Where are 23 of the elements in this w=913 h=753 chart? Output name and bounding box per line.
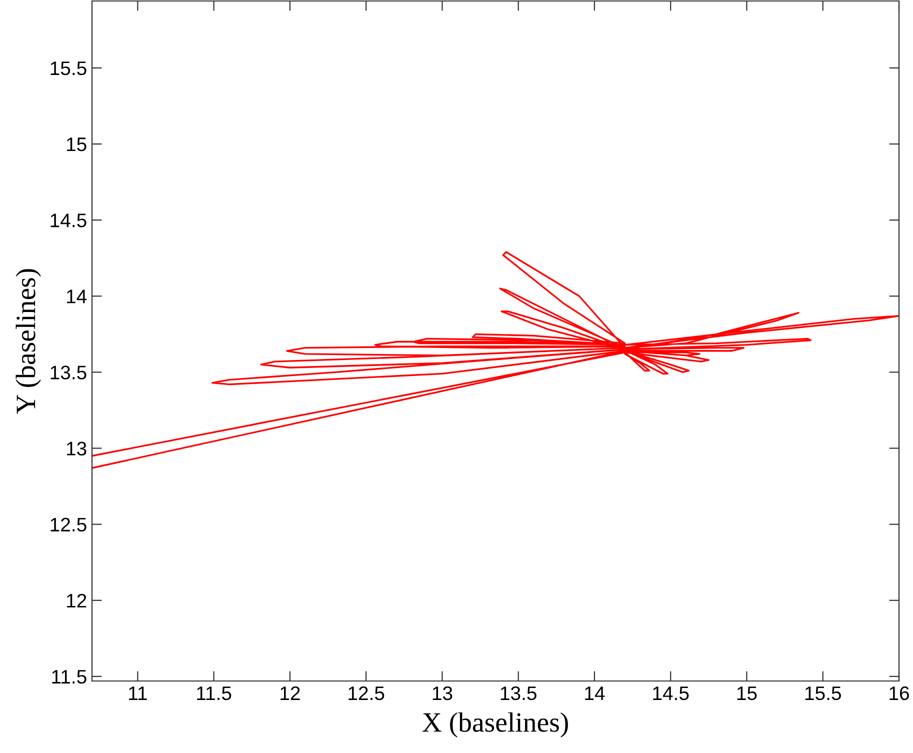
x-tick-label: 13.5 (500, 686, 536, 700)
x-tick-label: 13 (432, 686, 452, 700)
x-tick-label: 16 (890, 686, 909, 700)
x-tick-label: 11.5 (197, 686, 232, 700)
y-tick-label: 13.5 (50, 366, 86, 380)
x-tick-label: 15.5 (805, 686, 841, 700)
line-series (92, 251, 899, 469)
y-tick-label: 15 (66, 138, 86, 152)
y-tick-label: 12.5 (50, 518, 86, 532)
y-tick-label: 14 (66, 290, 87, 304)
y-tick-label: 13 (66, 442, 86, 456)
x-tick-label: 12.5 (348, 686, 384, 700)
x-tick-label: 12 (280, 686, 300, 700)
x-tick-label: 11 (129, 686, 147, 700)
y-axis-title: Y (baselines) (16, 269, 41, 414)
y-tick-label: 11.5 (52, 670, 86, 684)
x-axis-title: X (baselines) (422, 712, 568, 738)
x-tick-label: 14 (585, 686, 605, 700)
x-tick-label: 14.5 (653, 686, 689, 700)
x-tick-label: 15 (737, 686, 757, 700)
y-tick-label: 12 (66, 594, 86, 608)
y-tick-label: 14.5 (50, 214, 86, 228)
y-tick-label: 15.5 (50, 62, 86, 76)
